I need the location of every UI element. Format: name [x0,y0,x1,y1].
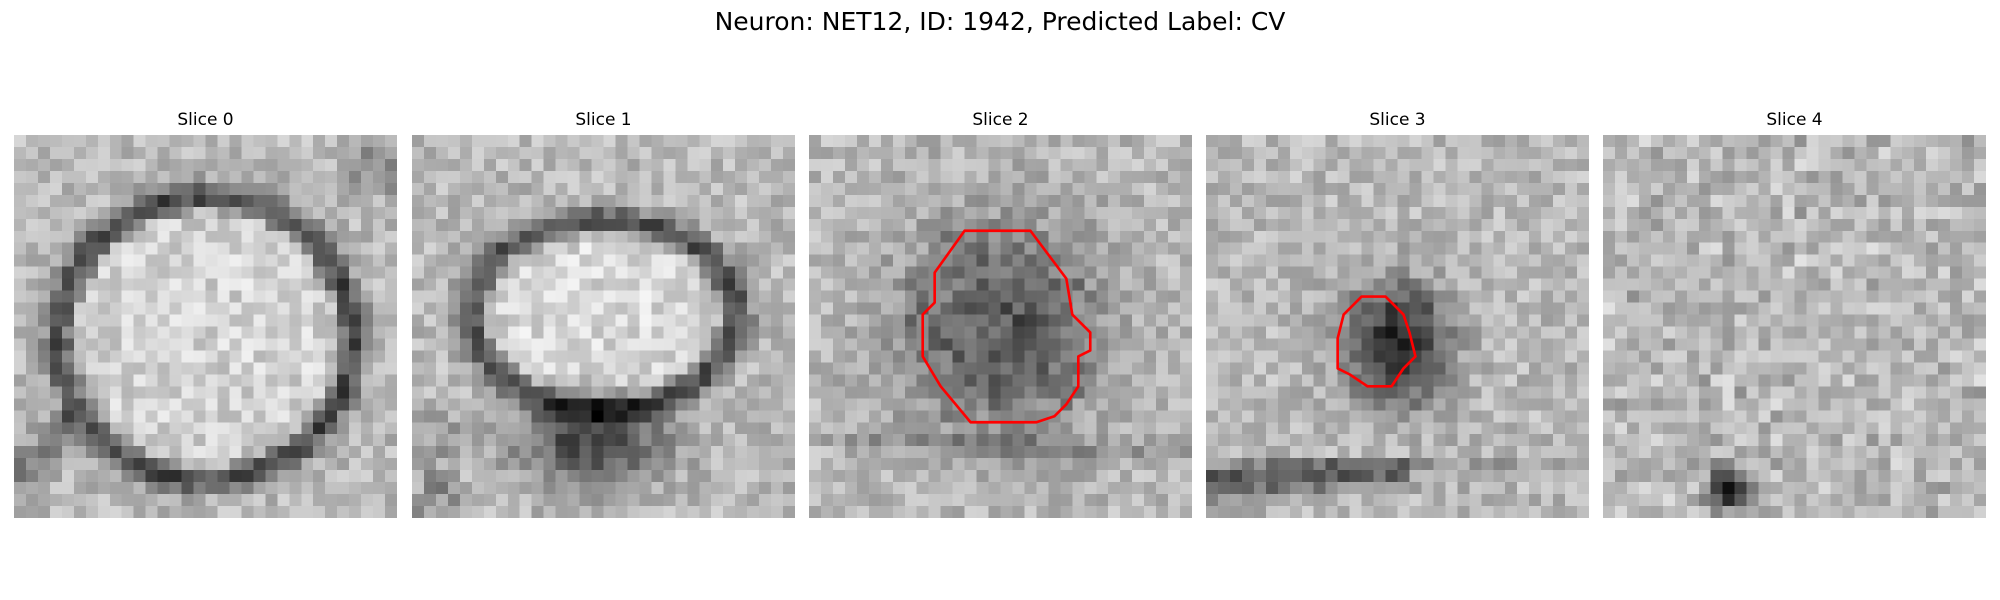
slice-pixels [412,135,795,518]
figure-title: Neuron: NET12, ID: 1942, Predicted Label… [714,7,1286,36]
slice-title-2: Slice 2 [972,110,1029,130]
slice-title-4: Slice 4 [1766,110,1823,130]
slice-pixels [1206,135,1589,518]
slice-title-0: Slice 0 [177,110,234,130]
slice-image-2 [809,135,1192,518]
slice-title-3: Slice 3 [1369,110,1426,130]
slice-pixels [14,135,397,518]
slice-image-3 [1206,135,1589,518]
segmentation-contour [921,229,1092,424]
slice-image-1 [412,135,795,518]
slice-pixels [1603,135,1986,518]
slice-pixels [809,135,1192,518]
slice-image-4 [1603,135,1986,518]
slice-image-0 [14,135,397,518]
segmentation-contour [1336,295,1417,388]
slice-title-1: Slice 1 [575,110,632,130]
